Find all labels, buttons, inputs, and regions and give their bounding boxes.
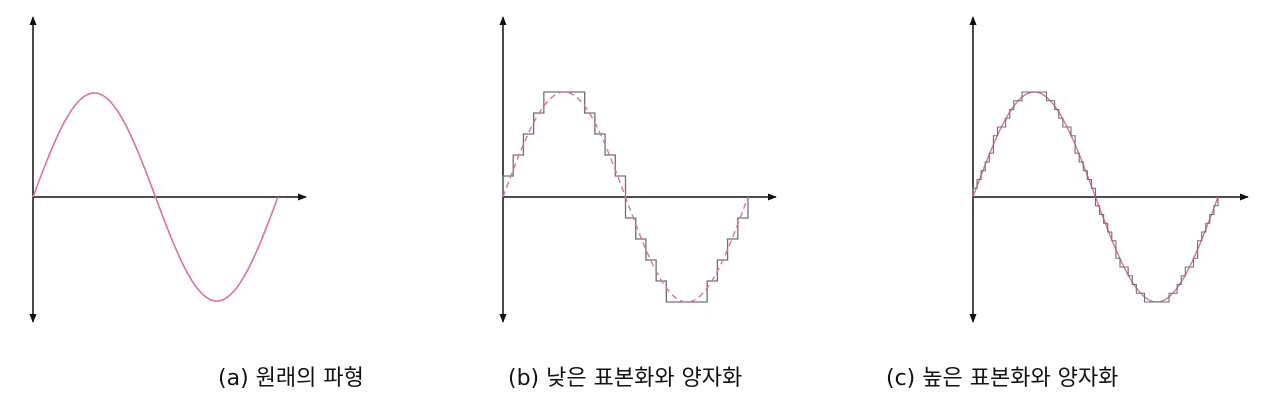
panel-a <box>29 16 307 323</box>
panel-a-original-waveform <box>32 92 279 302</box>
caption-c: (c) 높은 표본화와 양자화 <box>886 366 1119 391</box>
caption-b: (b) 낮은 표본화와 양자화 <box>508 366 743 391</box>
panel-b <box>499 16 777 323</box>
panel-b-original-waveform-dashed <box>502 91 749 303</box>
panel-c <box>969 16 1249 323</box>
panel-c-quantized-steps <box>972 91 1219 303</box>
caption-a: (a) 원래의 파형 <box>218 366 364 391</box>
